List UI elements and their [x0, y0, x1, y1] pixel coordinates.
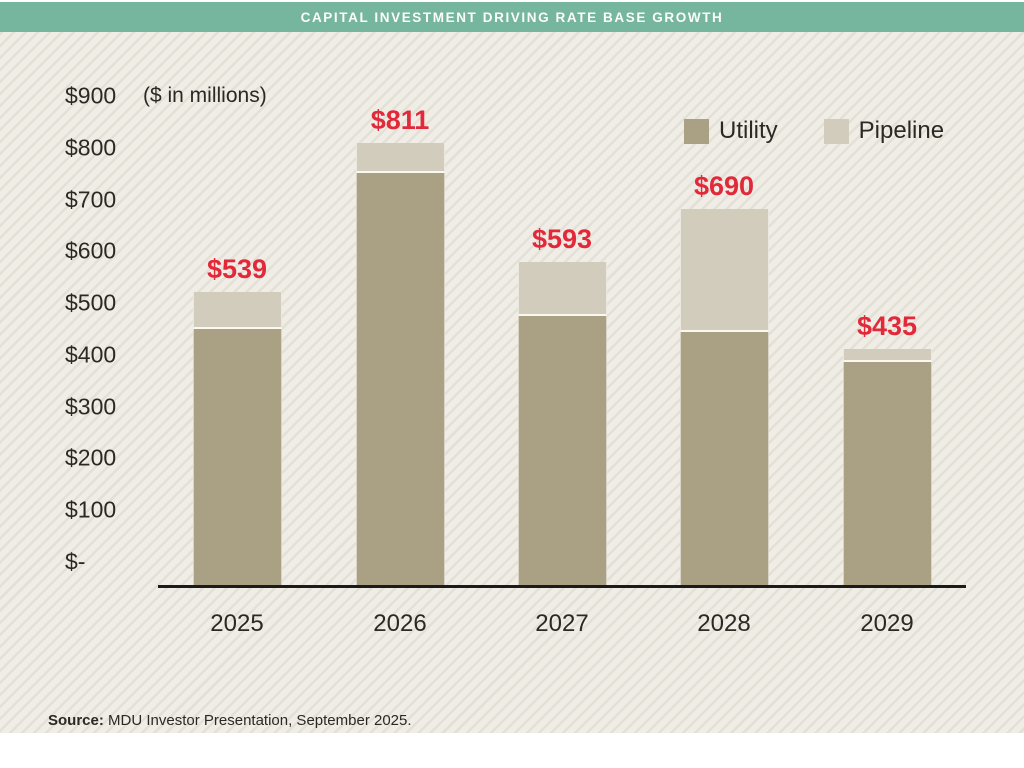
bar-segment-pipeline-2027	[517, 262, 607, 316]
x-axis-label-2025: 2025	[210, 610, 264, 637]
bar-segment-utility-2028	[679, 332, 769, 587]
chart-title: CAPITAL INVESTMENT DRIVING RATE BASE GRO…	[300, 9, 724, 25]
bar-segment-utility-2027	[517, 315, 607, 587]
source-text: MDU Investor Presentation, September 202…	[103, 712, 412, 729]
bar-total-label-2029: $435	[856, 310, 918, 341]
x-axis-label-2029: 2029	[860, 610, 914, 637]
chart-legend: Utility Pipeline	[684, 117, 944, 145]
bar-segment-utility-2029	[842, 362, 932, 587]
bar-segment-pipeline-2026	[355, 142, 445, 174]
legend-label: Utility	[719, 117, 778, 144]
y-tick-label: $100	[65, 496, 117, 523]
bar-segment-utility-2026	[355, 173, 445, 587]
legend-item-utility: Utility	[684, 117, 778, 145]
source-note: Source: MDU Investor Presentation, Septe…	[48, 712, 412, 729]
bar-total-label-2025: $539	[206, 253, 268, 284]
bar-segment-pipeline-2029	[842, 348, 932, 363]
y-tick-label: $300	[65, 393, 117, 419]
x-axis-label-2028: 2028	[697, 610, 751, 637]
bar-segment-pipeline-2028	[679, 208, 769, 333]
y-tick-label: $800	[65, 134, 117, 161]
chart-panel: ($ in millions) $900 $800 $700 $600 $500 $400…	[0, 32, 1024, 733]
legend-swatch-icon	[684, 118, 709, 144]
y-tick-label: $700	[65, 186, 117, 212]
bar-total-label-2027: $593	[531, 224, 593, 255]
y-tick-label: $-	[65, 548, 86, 575]
legend-label: Pipeline	[858, 117, 945, 144]
x-axis-line	[158, 585, 966, 588]
y-tick-label: $200	[65, 444, 117, 471]
source-prefix: Source:	[48, 712, 104, 729]
bar-segment-pipeline-2025	[192, 291, 282, 330]
y-tick-label: $500	[65, 289, 117, 316]
unit-note: ($ in millions)	[143, 84, 267, 107]
title-bar: CAPITAL INVESTMENT DRIVING RATE BASE GRO…	[0, 2, 1024, 32]
bar-segment-utility-2025	[192, 329, 282, 587]
bar-total-label-2026: $811	[370, 104, 430, 135]
y-tick-label: $600	[65, 237, 117, 264]
bar-total-label-2028: $690	[693, 170, 755, 201]
x-axis-label-2027: 2027	[535, 610, 589, 637]
legend-swatch-icon	[823, 118, 849, 144]
y-tick-label: $400	[65, 341, 117, 368]
legend-item-pipeline: Pipeline	[823, 117, 945, 145]
x-axis-label-2026: 2026	[373, 610, 427, 637]
y-tick-label: $900	[65, 82, 117, 109]
